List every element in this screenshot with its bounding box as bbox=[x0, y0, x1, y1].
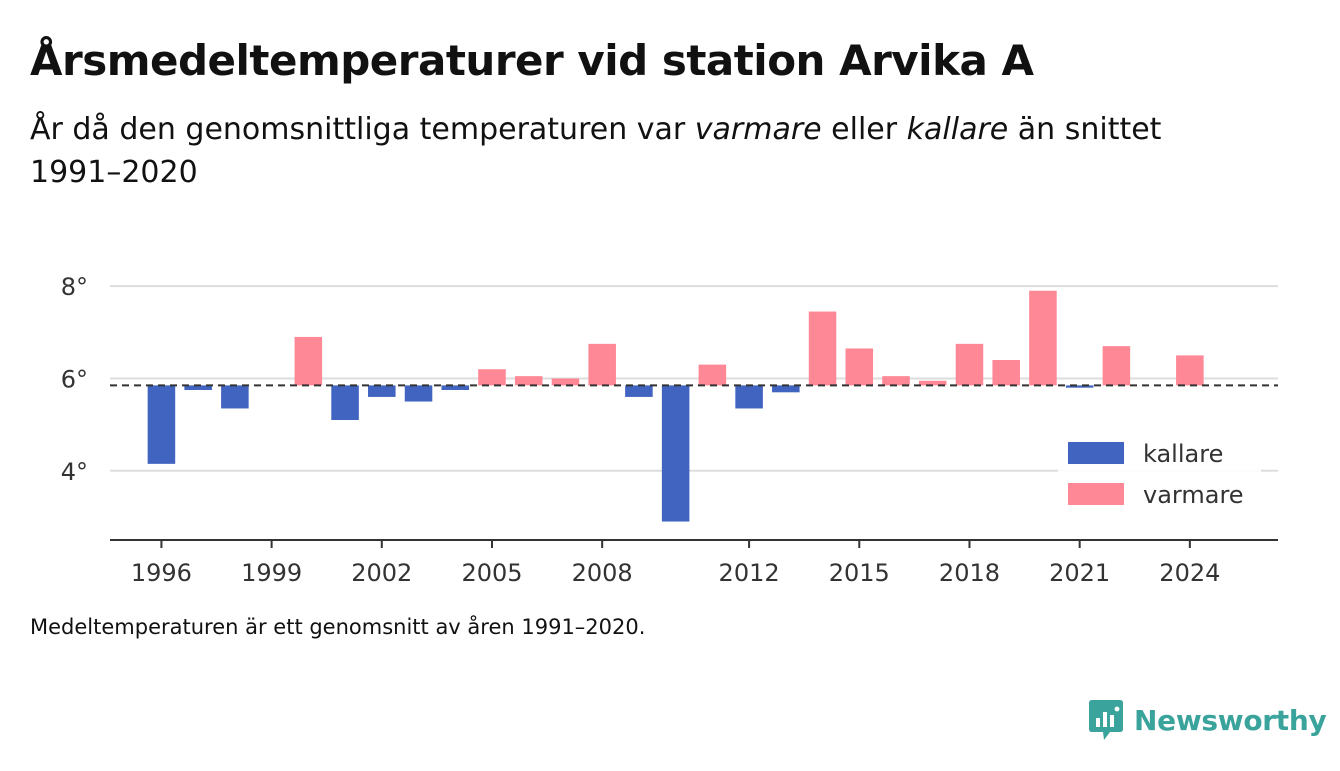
bar-2005 bbox=[478, 369, 506, 386]
x-tick-label: 2008 bbox=[572, 559, 633, 587]
footnote: Medeltemperaturen är ett genomsnitt av å… bbox=[30, 615, 646, 639]
y-tick-label: 4° bbox=[61, 458, 88, 486]
x-tick-label: 2024 bbox=[1159, 559, 1220, 587]
x-tick-label: 2012 bbox=[719, 559, 780, 587]
bar-2019 bbox=[992, 360, 1020, 386]
x-tick-label: 2018 bbox=[939, 559, 1000, 587]
subtitle-text-3: än snittet 1991–2020 bbox=[30, 112, 1162, 190]
y-tick-label: 6° bbox=[61, 365, 88, 393]
legend-label-varmare: varmare bbox=[1143, 481, 1244, 509]
subtitle-text-1: År då den genomsnittliga temperaturen va… bbox=[30, 112, 695, 147]
bar-2004 bbox=[441, 385, 470, 390]
bar-2014 bbox=[808, 311, 837, 386]
bar-2018 bbox=[955, 343, 984, 386]
bar-2024 bbox=[1176, 355, 1204, 386]
bar-2021 bbox=[1065, 385, 1094, 388]
subtitle-kallare: kallare bbox=[906, 112, 1009, 147]
bar-1996 bbox=[147, 385, 176, 464]
chart-title: Årsmedeltemperaturer vid station Arvika … bbox=[30, 36, 1034, 85]
bar-2013 bbox=[772, 385, 800, 393]
bar-2001 bbox=[331, 385, 359, 420]
legend-label-kallare: kallare bbox=[1143, 440, 1223, 468]
y-tick-label: 8° bbox=[61, 273, 88, 301]
bar-1998 bbox=[221, 385, 249, 409]
y-axis: 4° 6° 8° bbox=[61, 273, 88, 486]
brand: Newsworthy bbox=[1088, 698, 1327, 742]
bars bbox=[147, 290, 1204, 522]
bar-2006 bbox=[514, 376, 543, 386]
bar-1997 bbox=[184, 385, 212, 390]
x-tick-label: 1999 bbox=[241, 559, 302, 587]
bar-2007 bbox=[551, 378, 580, 386]
bar-2003 bbox=[404, 385, 433, 402]
x-tick-label: 2015 bbox=[829, 559, 890, 587]
bar-2017 bbox=[918, 380, 947, 386]
newsworthy-logo-icon bbox=[1089, 700, 1123, 740]
legend-swatch-varmare bbox=[1068, 483, 1124, 505]
bar-2008 bbox=[588, 343, 616, 386]
brand-name: Newsworthy bbox=[1134, 703, 1327, 737]
bar-2022 bbox=[1102, 346, 1131, 386]
bar-2020 bbox=[1029, 290, 1057, 386]
bar-2016 bbox=[882, 376, 910, 386]
legend-swatch-kallare bbox=[1068, 442, 1124, 464]
legend: kallare varmare bbox=[1058, 432, 1261, 520]
bar-2015 bbox=[845, 348, 874, 386]
bar-2011 bbox=[698, 364, 727, 386]
x-axis: 1996 1999 2002 2005 2008 2012 2015 2018 2021 2024 bbox=[110, 539, 1278, 587]
bar-2010 bbox=[661, 385, 690, 522]
bar-2000 bbox=[294, 336, 323, 386]
x-tick-label: 2002 bbox=[351, 559, 412, 587]
bar-2012 bbox=[735, 385, 763, 409]
chart-subtitle: År då den genomsnittliga temperaturen va… bbox=[30, 108, 1260, 194]
subtitle-text-2: eller bbox=[821, 112, 907, 147]
bar-2002 bbox=[368, 385, 396, 397]
x-tick-label: 2005 bbox=[461, 559, 522, 587]
x-tick-label: 1996 bbox=[131, 559, 192, 587]
subtitle-varmare: varmare bbox=[694, 112, 822, 147]
bar-2009 bbox=[625, 385, 653, 397]
x-tick-label: 2021 bbox=[1049, 559, 1110, 587]
